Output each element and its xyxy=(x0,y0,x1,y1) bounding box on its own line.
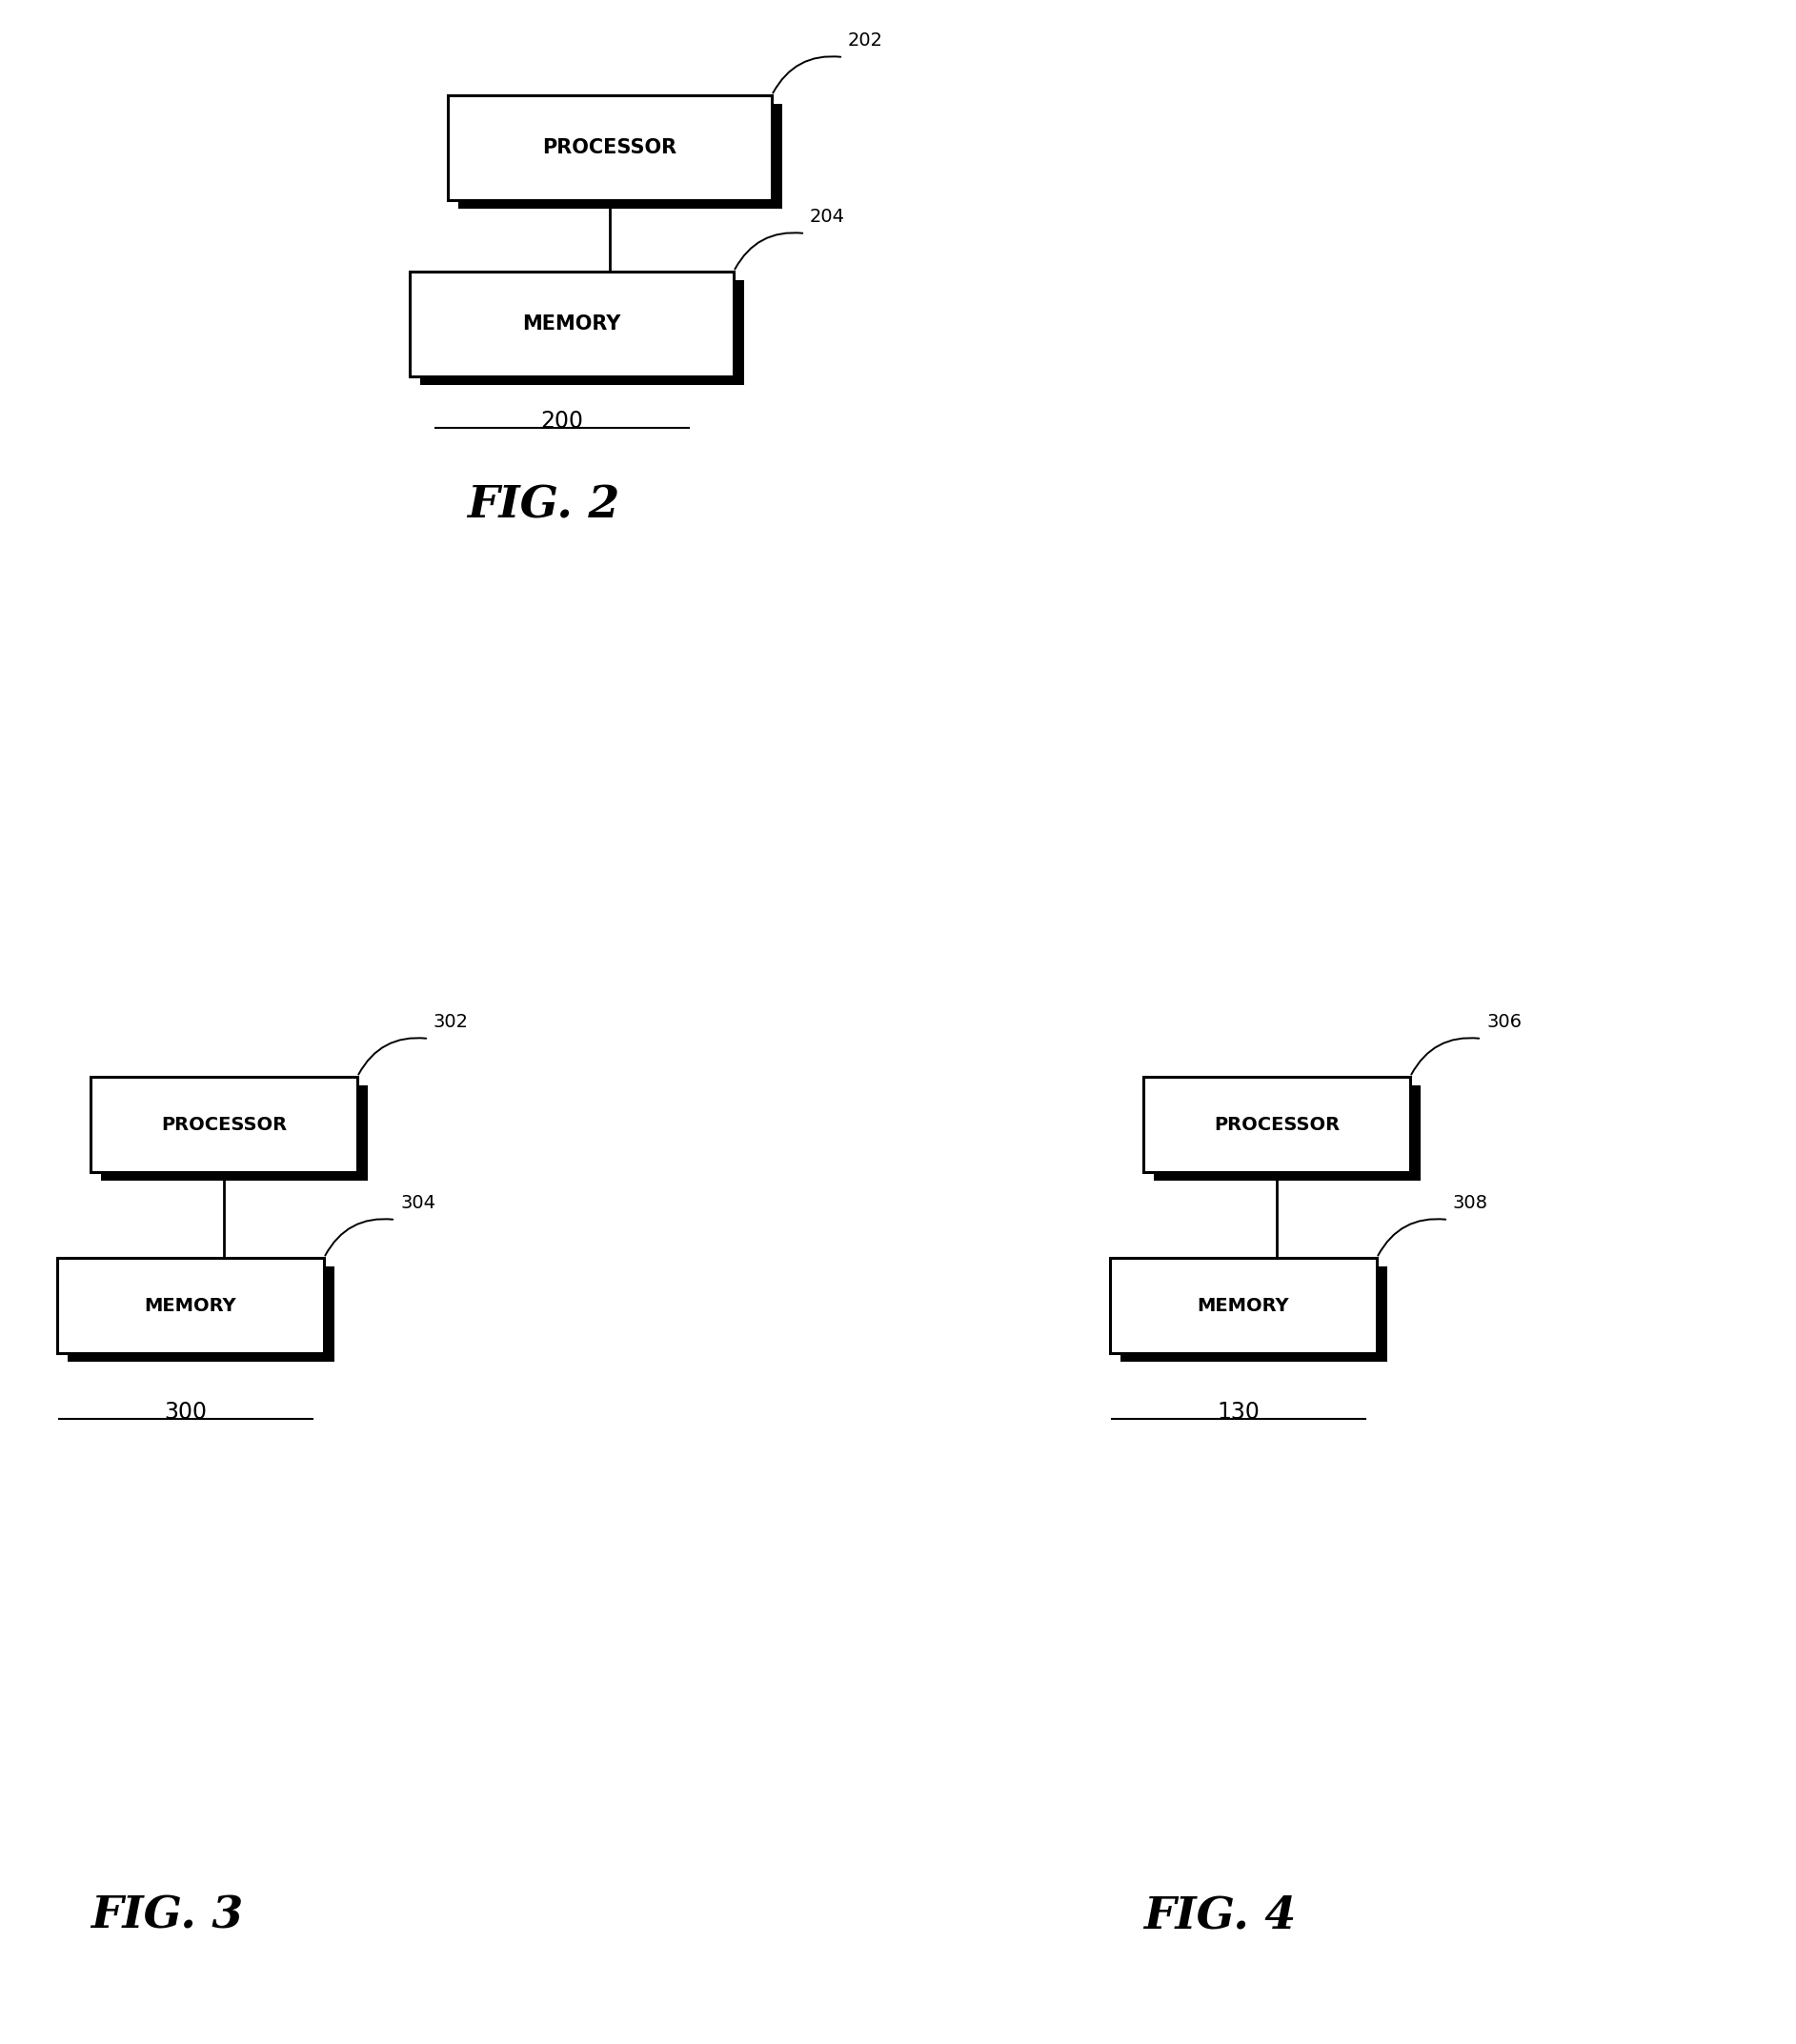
Text: 306: 306 xyxy=(1487,1014,1521,1030)
Text: MEMORY: MEMORY xyxy=(523,315,621,333)
Text: 300: 300 xyxy=(165,1400,207,1425)
Text: PROCESSOR: PROCESSOR xyxy=(542,139,677,157)
Bar xyxy=(57,1257,323,1353)
Bar xyxy=(1110,1257,1378,1353)
Text: 302: 302 xyxy=(433,1014,469,1030)
Text: 130: 130 xyxy=(1218,1400,1261,1425)
Bar xyxy=(1155,1085,1421,1179)
Text: 304: 304 xyxy=(401,1194,435,1212)
Bar xyxy=(101,1085,368,1179)
Text: FIG. 2: FIG. 2 xyxy=(467,482,620,527)
Bar xyxy=(90,1077,357,1171)
Bar xyxy=(68,1265,334,1361)
Text: PROCESSOR: PROCESSOR xyxy=(162,1116,287,1134)
Text: 200: 200 xyxy=(541,409,584,433)
Text: 202: 202 xyxy=(848,31,884,49)
Bar xyxy=(447,96,772,200)
Bar xyxy=(409,272,733,376)
Bar xyxy=(420,280,744,384)
Bar xyxy=(458,104,783,208)
Text: 204: 204 xyxy=(810,208,846,225)
Text: PROCESSOR: PROCESSOR xyxy=(1214,1116,1340,1134)
Bar xyxy=(1121,1265,1388,1361)
Text: FIG. 4: FIG. 4 xyxy=(1144,1893,1297,1938)
Text: FIG. 3: FIG. 3 xyxy=(90,1893,242,1938)
Text: MEMORY: MEMORY xyxy=(144,1296,237,1314)
Bar xyxy=(1144,1077,1410,1171)
Text: MEMORY: MEMORY xyxy=(1198,1296,1290,1314)
Text: 308: 308 xyxy=(1453,1194,1489,1212)
